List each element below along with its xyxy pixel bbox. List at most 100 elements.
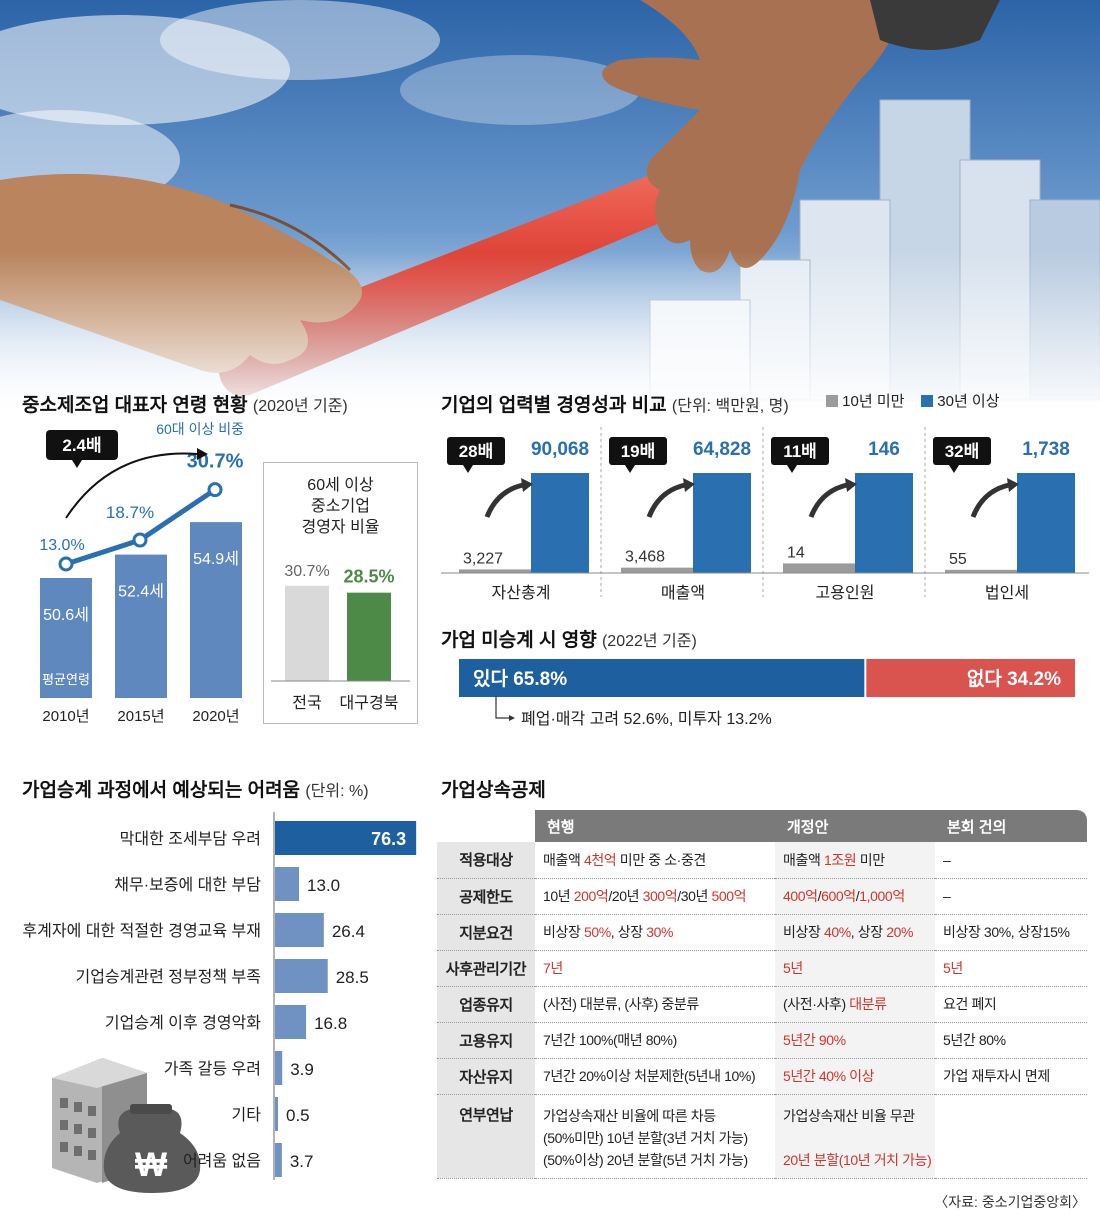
table-cell-text: 10년 xyxy=(543,888,574,904)
legend-swatch-under10 xyxy=(826,395,838,407)
difficulty-value: 3.9 xyxy=(290,1060,314,1079)
table-cell-c2: 5년간 40% 이상 xyxy=(775,1058,935,1095)
ceo-age-title: 중소제조업 대표자 연령 현황 (2020년 기준) xyxy=(22,395,348,416)
table-cell-c1: 7년간 100%(매년 80%) xyxy=(535,1022,775,1059)
perf-ratio-badge xyxy=(447,437,505,465)
table-cell-text: 비상장 xyxy=(543,924,584,940)
perf-bar-under10 xyxy=(459,569,531,573)
age-bar-label: 54.9세 xyxy=(193,550,239,568)
table-cell-text: / xyxy=(817,888,822,904)
difficulty-bar xyxy=(275,867,300,901)
difficulty-chart: ₩ 막대한 조세부담 우려 76.3 채무·보증에 대한 부담 13.0 후계자에 대한… xyxy=(22,812,417,1193)
table-cell-c2: 5년 xyxy=(775,950,935,987)
table-cell-text: , 상장 xyxy=(850,924,887,940)
impact-chart: 있다 65.8% 없다 34.2% 폐업·매각 고려 52.6%, 미투자 13.… xyxy=(459,659,1075,728)
table-cell-text: 7년 xyxy=(543,960,563,976)
table-cell-c1: 10년 200억/20년 300억/30년 500억 xyxy=(535,878,775,915)
legend-label-over30: 30년 이상 xyxy=(937,393,1000,410)
difficulty-bar xyxy=(275,821,417,855)
table-cell-c3: – xyxy=(935,878,1087,915)
table-cell-text: 600억 xyxy=(821,888,856,904)
table-row-head: 연부연납 xyxy=(437,1094,535,1179)
difficulty-label: 어려움 없음 xyxy=(183,1152,261,1170)
share-point xyxy=(132,532,148,548)
table-cell-c3: 비상장 30%, 상장15% xyxy=(935,914,1087,951)
perf-value-under10: 55 xyxy=(949,551,967,568)
perf-value-over30: 64,828 xyxy=(693,439,751,460)
table-cell-c3: 5년간 80% xyxy=(935,1022,1087,1059)
difficulty-label: 기업승계관련 정부정책 부족 xyxy=(75,968,261,986)
table-cell-c1: 비상장 50%, 상장 30% xyxy=(535,914,775,951)
difficulty-label: 막대한 조세부담 우려 xyxy=(120,830,261,848)
table-row: 연부연납 가업상속재산 비율에 따른 차등 (50%미만) 10년 분할(3년 거치… xyxy=(437,1094,1087,1179)
age-bar-label: 52.4세 xyxy=(118,583,164,601)
region-share-title: 60세 이상 중소기업 경영자 비율 xyxy=(301,477,380,536)
table-row: 고용유지 7년간 100%(매년 80%) 5년간 90% 5년간 80% xyxy=(437,1022,1087,1059)
table-cell-text: 300억 xyxy=(642,888,678,904)
table-cell-c3 xyxy=(935,1094,1087,1179)
table-cell-text: 매출액 xyxy=(783,851,824,868)
table-cell-text: 500억 xyxy=(711,888,747,904)
table-cell-c3: – xyxy=(935,842,1087,879)
table-cell-c2: 비상장 40%, 상장 20% xyxy=(775,914,935,951)
table-cell-text: (50%미만) 10년 분할(3년 거치 가능) xyxy=(543,1129,748,1146)
age-bar xyxy=(115,554,167,698)
perf-bar-over30 xyxy=(693,473,751,573)
performance-title: 기업의 업력별 경영성과 비교 (단위: 백만원, 명) xyxy=(441,395,789,416)
perf-ratio-badge xyxy=(933,437,991,465)
table-cell-c3: 가업 재투자시 면제 xyxy=(935,1058,1087,1095)
table-cell-c1: 7년 xyxy=(535,950,775,987)
difficulty-bar xyxy=(275,959,328,993)
table-cell-text: 4천억 xyxy=(583,851,617,868)
table-cell-text: 매출액 xyxy=(543,851,584,868)
region-bar xyxy=(285,585,329,681)
table-cell-text: 5년간 40% 이상 xyxy=(783,1068,875,1084)
age-bar-label: 50.6세 xyxy=(43,606,89,624)
table-header-empty xyxy=(437,810,535,842)
ratio-badge xyxy=(46,430,118,460)
table-title: 가업상속공제 xyxy=(441,780,546,801)
table-header-revision: 개정안 xyxy=(775,810,935,842)
table-cell-text: 미만 중 소·중견 xyxy=(616,851,707,868)
table-row: 사후관리기간 7년 5년 5년 xyxy=(437,950,1087,987)
table-cell-c1: (사전) 대분류, (사후) 중분류 xyxy=(535,986,775,1023)
legend-label-under10: 10년 미만 xyxy=(842,393,905,410)
age-bar xyxy=(40,578,92,698)
perf-bar-over30 xyxy=(1017,473,1075,573)
perf-category-label: 자산총계 xyxy=(492,584,551,602)
perf-bar-under10 xyxy=(783,563,855,573)
year-label: 2010년 xyxy=(42,708,89,725)
table-header-proposal: 본회 건의 xyxy=(935,810,1087,842)
perf-ratio-text: 11배 xyxy=(783,442,817,461)
perf-bar-under10 xyxy=(945,569,1017,573)
performance-legend: 10년 미만 30년 이상 xyxy=(826,390,1000,411)
table-cell-c2: 400억/600억/1,000억 xyxy=(775,878,935,915)
table-cell-c2: 매출액 1조원 미만 xyxy=(775,842,935,879)
difficulty-bar xyxy=(275,913,324,947)
hero-illustration xyxy=(0,0,1100,420)
table-cell-c2: 가업상속재산 비율 무관 20년 분할(10년 거치 가능) xyxy=(775,1094,935,1179)
region-value-label: 30.7% xyxy=(284,563,329,580)
ratio-badge-text: 2.4배 xyxy=(62,436,101,455)
impact-no-label: 없다 34.2% xyxy=(967,668,1061,690)
difficulty-label: 후계자에 대한 적절한 경영교육 부재 xyxy=(22,922,261,940)
table-row: 공제한도 10년 200억/20년 300억/30년 500억 400억/600억/… xyxy=(437,878,1087,915)
share-label: 60대 이상 비중 xyxy=(156,421,244,437)
table-cell-c3: 5년 xyxy=(935,950,1087,987)
table-cell-text: 5년 xyxy=(783,960,803,976)
perf-category-label: 매출액 xyxy=(661,584,705,602)
difficulty-value: 0.5 xyxy=(286,1106,310,1125)
ceo-age-chart: 50.6세 2010년 52.4세 2015년 54.9세 2020년 평균연령 13.0%… xyxy=(39,421,244,725)
table-cell-text: 요건 폐지 xyxy=(943,996,997,1012)
difficulty-label: 가족 갈등 우려 xyxy=(164,1060,261,1078)
difficulty-bar xyxy=(275,1051,283,1085)
difficulty-value: 3.7 xyxy=(290,1152,314,1171)
table-row: 자산유지 7년간 20%이상 처분제한(5년내 10%) 5년간 40% 이상 가업 … xyxy=(437,1058,1087,1095)
table-cell-text: 200억 xyxy=(573,888,609,904)
share-point xyxy=(207,482,223,498)
table-cell-text: 가업상속재산 비율에 따른 차등 xyxy=(543,1107,716,1124)
source-note: 〈자료: 중소기업중앙회〉 xyxy=(934,1194,1086,1210)
table-cell-c1: 7년간 20%이상 처분제한(5년내 10%) xyxy=(535,1058,775,1095)
table-cell-text: 400억 xyxy=(783,888,818,904)
